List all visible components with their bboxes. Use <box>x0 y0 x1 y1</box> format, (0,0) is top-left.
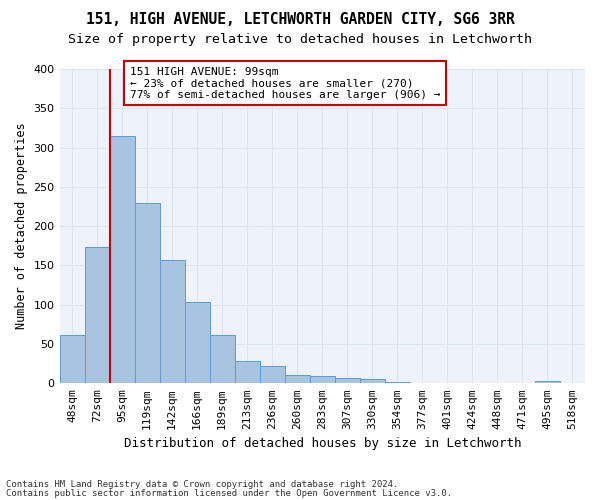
Text: 151, HIGH AVENUE, LETCHWORTH GARDEN CITY, SG6 3RR: 151, HIGH AVENUE, LETCHWORTH GARDEN CITY… <box>86 12 514 28</box>
Bar <box>385 382 410 384</box>
Text: Size of property relative to detached houses in Letchworth: Size of property relative to detached ho… <box>68 32 532 46</box>
Bar <box>209 334 235 384</box>
Bar <box>460 382 485 384</box>
Bar <box>59 334 85 384</box>
Bar <box>285 376 310 384</box>
Bar <box>235 362 260 384</box>
Bar <box>110 136 134 384</box>
Bar <box>535 381 560 384</box>
Y-axis label: Number of detached properties: Number of detached properties <box>15 123 28 330</box>
X-axis label: Distribution of detached houses by size in Letchworth: Distribution of detached houses by size … <box>124 437 521 450</box>
Bar <box>435 382 460 384</box>
Text: Contains HM Land Registry data © Crown copyright and database right 2024.: Contains HM Land Registry data © Crown c… <box>6 480 398 489</box>
Bar <box>185 302 209 384</box>
Bar <box>410 382 435 384</box>
Bar <box>310 376 335 384</box>
Bar <box>134 202 160 384</box>
Text: Contains public sector information licensed under the Open Government Licence v3: Contains public sector information licen… <box>6 488 452 498</box>
Bar <box>260 366 285 384</box>
Bar <box>335 378 360 384</box>
Bar <box>360 380 385 384</box>
Bar <box>85 246 110 384</box>
Text: 151 HIGH AVENUE: 99sqm
← 23% of detached houses are smaller (270)
77% of semi-de: 151 HIGH AVENUE: 99sqm ← 23% of detached… <box>130 66 440 100</box>
Bar <box>160 260 185 384</box>
